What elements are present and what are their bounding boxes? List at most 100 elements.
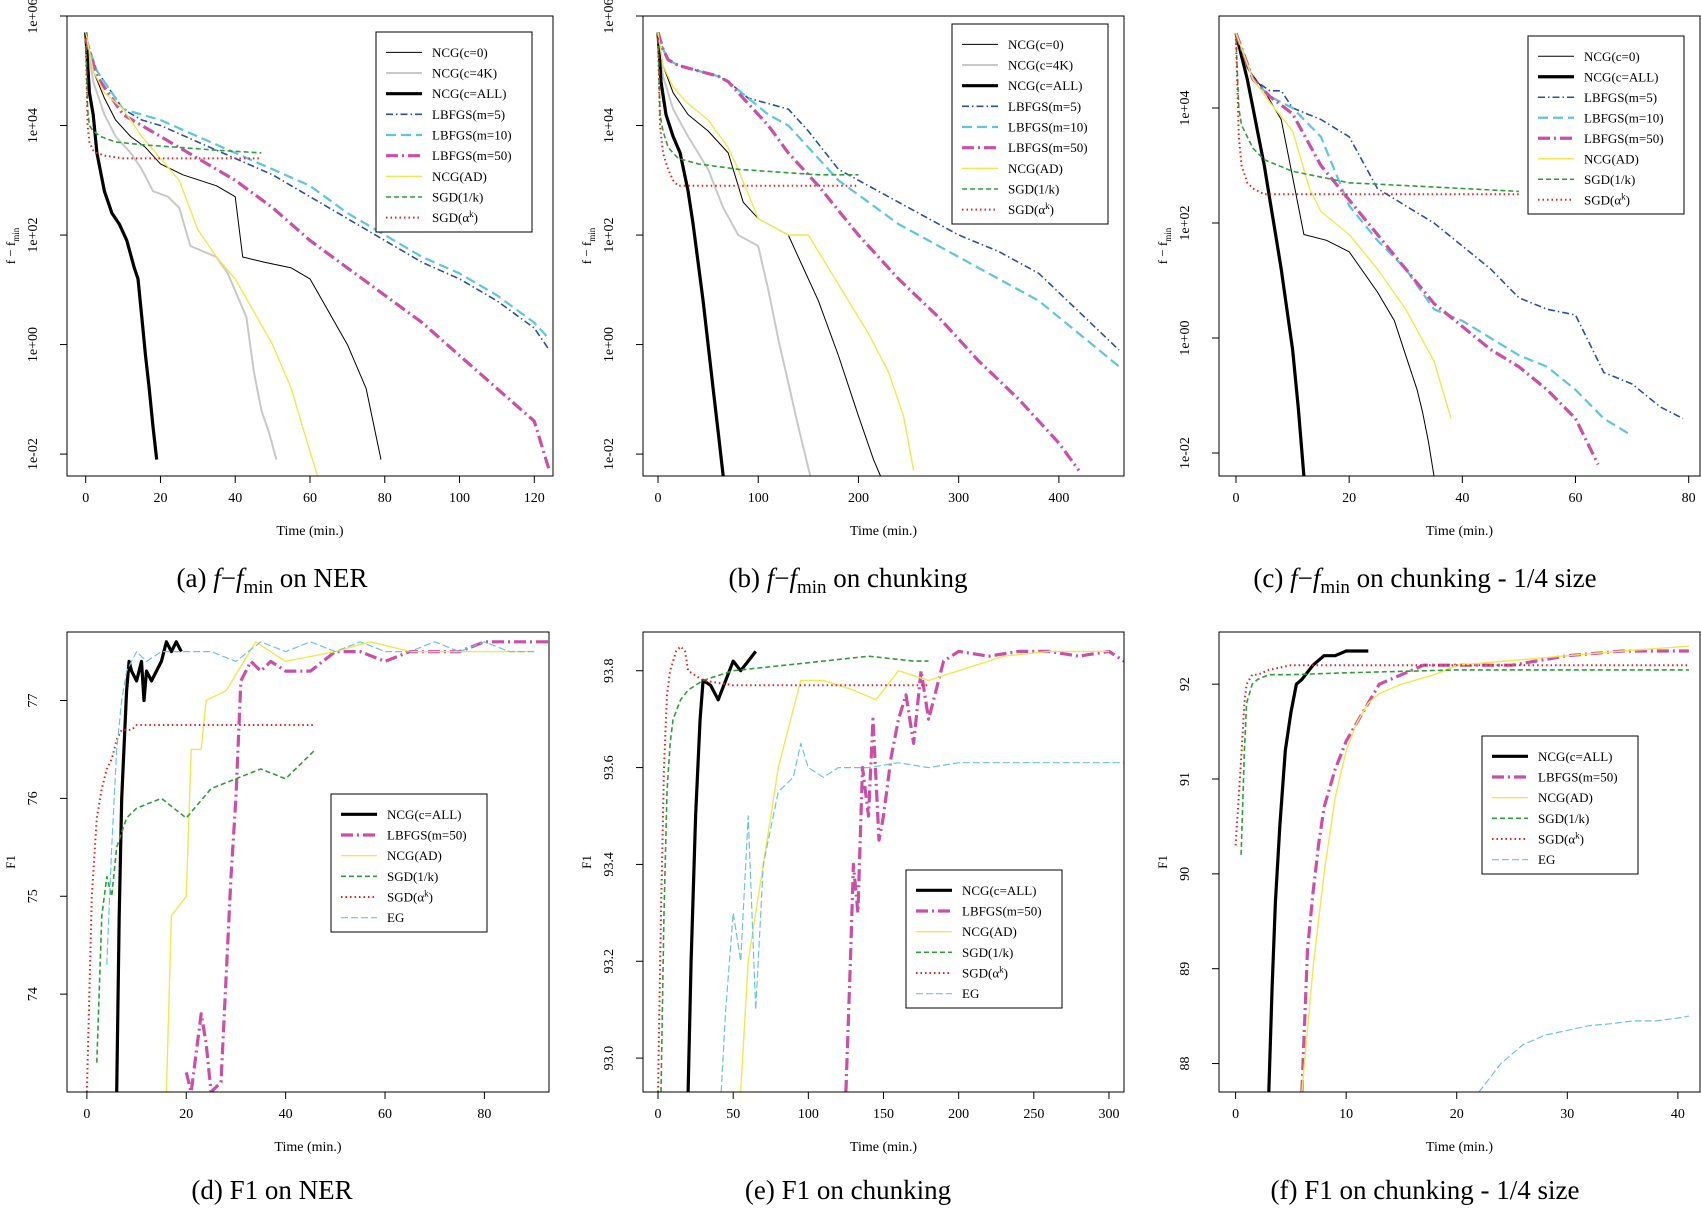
- panel-e-chunking-f1: 0 50 100 150 200 250 300 93.0 93.2 93.4 93.6 93.8 Ti…: [579, 631, 1125, 1155]
- series-group: [1234, 645, 1690, 1092]
- y-tick-label: 93.6: [602, 755, 617, 780]
- legend-label-ncg-ad: NCG(AD): [1008, 161, 1063, 176]
- x-tick-label: 0: [655, 1107, 662, 1122]
- x-tick-label: 20: [179, 1107, 193, 1122]
- panel-a-ncg-ner-objective: 0 20 40 60 80 100 120 1e-02 1e+00 1e+02 1e+04 1e+06…: [3, 0, 554, 539]
- series-line-lbfgs-m-10: [1234, 32, 1633, 437]
- x-tick-label: 100: [748, 491, 769, 506]
- series-line-sgd-1-k: [1240, 669, 1689, 855]
- x-tick-label: 200: [948, 1107, 969, 1122]
- legend-label-lbfgs-m-50: LBFGS(m=50): [1584, 131, 1664, 146]
- y-axis-label: F1: [3, 855, 18, 869]
- legend: NCG(c=0) NCG(c=4K) NCG(c=ALL) LBFGS(m=5) LBF…: [951, 23, 1109, 225]
- x-tick-label: 300: [948, 491, 969, 506]
- panel-d-ner-f1: 0 20 40 60 80 74 75 76 77 Time (min.) F1 NCG(c=ALL)…: [3, 631, 550, 1155]
- series-line-ncg-c-4k: [84, 32, 278, 460]
- x-tick-label: 40: [1455, 491, 1469, 506]
- x-tick-label: 50: [726, 1107, 740, 1122]
- legend-label-lbfgs-m-50: LBFGS(m=50): [1008, 140, 1088, 155]
- x-tick-label: 120: [524, 491, 545, 506]
- series-line-ncg-ad: [740, 650, 1109, 1092]
- series-line-ncg-c-4k: [657, 32, 812, 476]
- legend-label-sgd-k: SGD(αk): [962, 965, 1008, 981]
- legend-label-lbfgs-m-5: LBFGS(m=5): [1008, 99, 1081, 114]
- y-tick-label: 1e+02: [602, 217, 617, 252]
- y-tick-label: 76: [26, 791, 41, 805]
- legend-label-eg: EG: [387, 910, 404, 925]
- plot-frame: [1218, 15, 1701, 477]
- series-group: [657, 645, 1124, 1092]
- legend: NCG(c=ALL) LBFGS(m=50) NCG(AD) SGD(1/k) SGD(…: [905, 869, 1063, 1009]
- legend-label-sgd-1-k: SGD(1/k): [1538, 811, 1589, 826]
- series-line-ncg-c-all: [84, 32, 159, 460]
- x-tick-label: 250: [1023, 1107, 1044, 1122]
- series-line-eg: [720, 742, 1124, 1092]
- series-group: [85, 640, 549, 1092]
- x-tick-label: 60: [1569, 491, 1583, 506]
- caption-e: (e) F1 on chunking: [745, 1175, 951, 1205]
- x-tick-label: 150: [873, 1107, 894, 1122]
- plot-frame: [642, 631, 1125, 1093]
- plot-frame: [1218, 631, 1701, 1093]
- series-line-ncg-ad: [85, 32, 319, 476]
- legend-label-sgd-1-k: SGD(1/k): [387, 869, 438, 884]
- series-group: [1234, 32, 1684, 476]
- series-line-ncg-ad: [165, 641, 535, 1092]
- y-tick-label: 1e+00: [602, 327, 617, 362]
- series-line-lbfgs-m-50: [84, 37, 551, 471]
- series-line-lbfgs-m-50: [844, 649, 1124, 1092]
- x-tick-label: 0: [82, 491, 89, 506]
- legend-label-sgd-1-k: SGD(1/k): [1008, 182, 1059, 197]
- legend-box: [951, 23, 1109, 225]
- y-axis-label: F1: [579, 855, 594, 869]
- x-tick-label: 60: [378, 1107, 392, 1122]
- series-line-sgd-1-k: [660, 655, 929, 1092]
- y-tick-label: 1e-02: [1178, 437, 1193, 469]
- legend-label-ncg-c-all: NCG(c=ALL): [1008, 78, 1082, 93]
- y-tick-label: 93.8: [602, 658, 617, 683]
- x-tick-label: 80: [1682, 491, 1696, 506]
- y-tick-label: 89: [1178, 962, 1193, 976]
- legend-label-ncg-ad: NCG(AD): [1538, 790, 1593, 805]
- series-line-sgd-1-k: [84, 37, 262, 154]
- series-group: [656, 31, 1120, 476]
- x-tick-label: 200: [848, 491, 869, 506]
- series-line-sgd-k: [657, 645, 929, 1092]
- series-line-lbfgs-m-5: [1235, 33, 1684, 420]
- x-tick-label: 60: [303, 491, 317, 506]
- series-line-sgd-k: [657, 37, 859, 187]
- y-tick-label: 92: [1178, 677, 1193, 691]
- series-line-lbfgs-m-10: [656, 32, 1120, 368]
- series-line-ncg-ad: [657, 32, 915, 471]
- y-tick-label: 1e-02: [602, 438, 617, 470]
- y-tick-label: 93.4: [602, 852, 617, 877]
- legend-label-lbfgs-m-10: LBFGS(m=10): [1584, 110, 1664, 125]
- y-axis-label: f − fmin: [1155, 227, 1173, 264]
- legend-label-ncg-c-all: NCG(c=ALL): [387, 807, 461, 822]
- x-axis-label: Time (min.): [850, 1140, 917, 1155]
- y-axis-label: F1: [1155, 855, 1170, 869]
- x-tick-label: 20: [1342, 491, 1356, 506]
- y-tick-label: 75: [26, 889, 41, 903]
- caption-b: (b) f−fmin on chunking: [728, 563, 967, 598]
- series-line-ncg-c-0: [1235, 33, 1435, 476]
- legend: NCG(c=0) NCG(c=ALL) LBFGS(m=5) LBFGS(m=10) L…: [1527, 35, 1685, 215]
- series-line-sgd-1-k: [657, 37, 859, 176]
- x-tick-label: 40: [1671, 1107, 1685, 1122]
- x-axis-label: Time (min.): [274, 1140, 341, 1155]
- x-tick-label: 300: [1098, 1107, 1119, 1122]
- x-axis-label: Time (min.): [850, 524, 917, 539]
- legend-label-ncg-c-all: NCG(c=ALL): [1538, 749, 1612, 764]
- x-tick-label: 20: [1450, 1107, 1464, 1122]
- series-line-eg: [106, 641, 535, 965]
- series-line-lbfgs-m-50: [1234, 32, 1600, 466]
- y-tick-label: 1e-02: [26, 438, 41, 470]
- captions: (a) f−fmin on NER (b) f−fmin on chunking…: [176, 563, 1596, 1205]
- series-line-sgd-k: [1234, 664, 1689, 846]
- plot-frame: [66, 631, 550, 1093]
- y-tick-label: 93.0: [602, 1046, 617, 1071]
- x-tick-label: 0: [1232, 491, 1239, 506]
- legend-label-ncg-ad: NCG(AD): [387, 848, 442, 863]
- legend-label-ncg-c-0: NCG(c=0): [1008, 37, 1064, 52]
